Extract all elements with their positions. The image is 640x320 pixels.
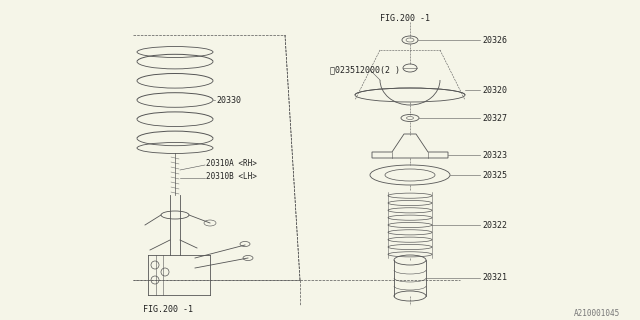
Text: 20310A <RH>: 20310A <RH> <box>206 158 257 167</box>
Text: Ⓝ023512000(2 ): Ⓝ023512000(2 ) <box>330 66 400 75</box>
Text: 20323: 20323 <box>482 150 507 159</box>
Text: 20310B <LH>: 20310B <LH> <box>206 172 257 180</box>
Text: A210001045: A210001045 <box>573 309 620 318</box>
Text: FIG.200 -1: FIG.200 -1 <box>380 13 430 22</box>
Text: FIG.200 -1: FIG.200 -1 <box>143 306 193 315</box>
Text: 20325: 20325 <box>482 171 507 180</box>
Text: 20320: 20320 <box>482 85 507 94</box>
Text: 20326: 20326 <box>482 36 507 44</box>
Text: 20327: 20327 <box>482 114 507 123</box>
Text: 20322: 20322 <box>482 220 507 229</box>
Text: 20321: 20321 <box>482 274 507 283</box>
Text: 20330: 20330 <box>216 95 241 105</box>
